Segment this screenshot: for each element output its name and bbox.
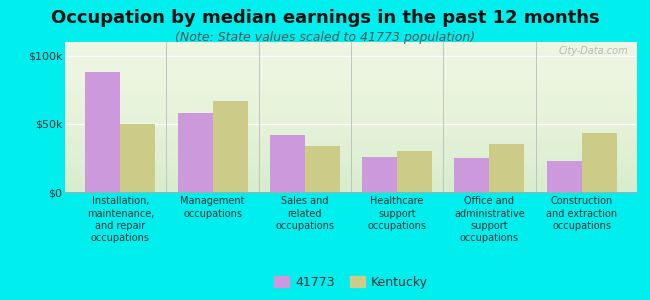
Bar [454, 158, 489, 192]
Bar [270, 135, 305, 192]
Bar [85, 72, 120, 192]
Bar [120, 124, 155, 192]
Text: (Note: State values scaled to 41773 population): (Note: State values scaled to 41773 popu… [175, 32, 475, 44]
Text: City-Data.com: City-Data.com [559, 46, 629, 56]
Bar [582, 134, 617, 192]
Bar [305, 146, 340, 192]
Bar [397, 151, 432, 192]
Bar [177, 113, 213, 192]
Bar [547, 160, 582, 192]
Bar [489, 144, 525, 192]
Text: Occupation by median earnings in the past 12 months: Occupation by median earnings in the pas… [51, 9, 599, 27]
Bar [362, 157, 397, 192]
Bar [213, 100, 248, 192]
Legend: 41773, Kentucky: 41773, Kentucky [269, 271, 433, 294]
